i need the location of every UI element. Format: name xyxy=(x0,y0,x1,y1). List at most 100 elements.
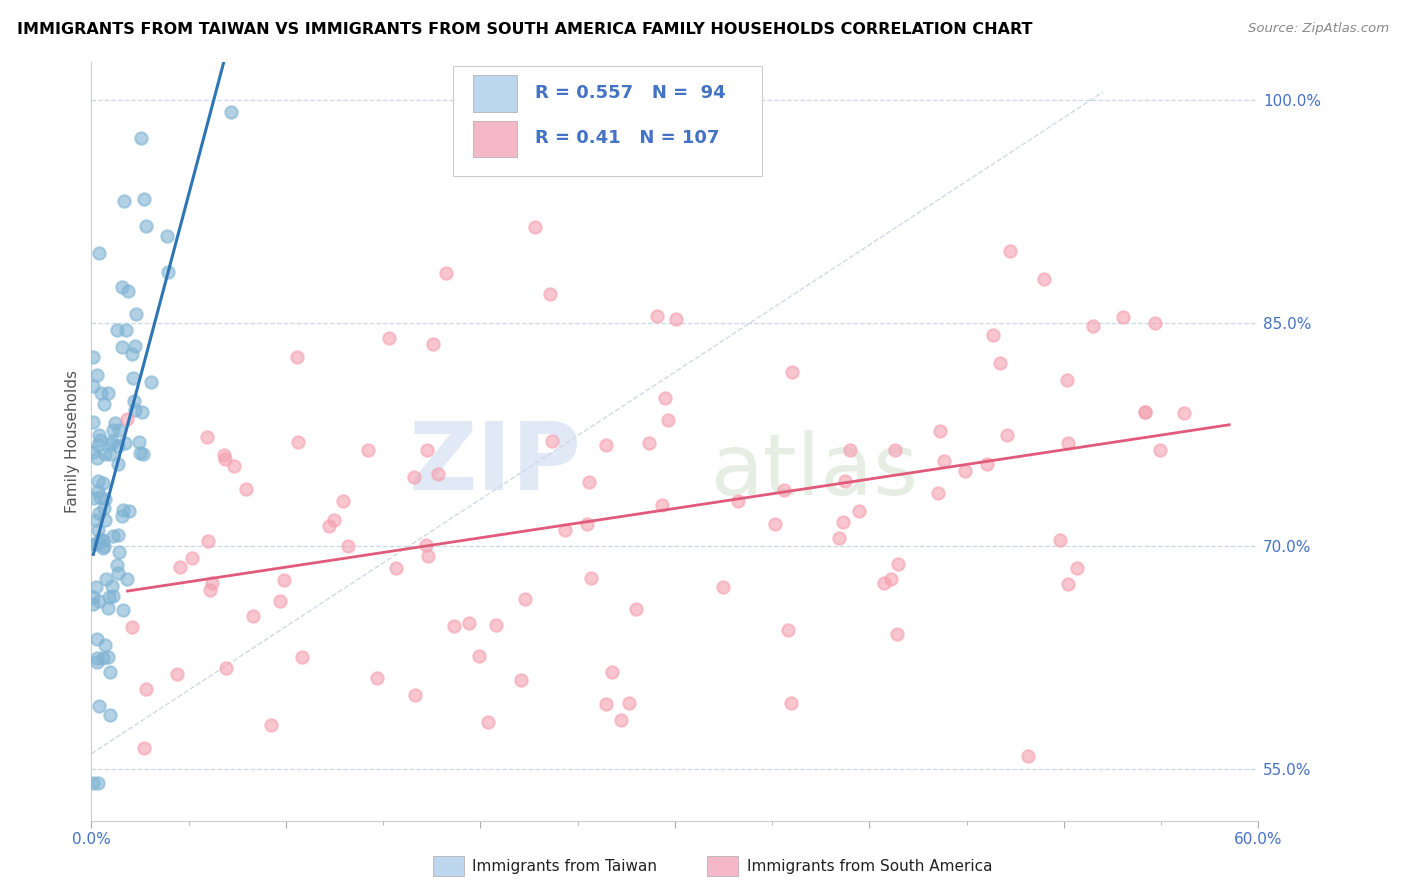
Point xyxy=(86,450,108,465)
Point xyxy=(112,194,135,209)
Point xyxy=(873,576,896,591)
Point xyxy=(578,475,600,490)
Point xyxy=(848,504,870,518)
Point xyxy=(828,532,851,546)
FancyBboxPatch shape xyxy=(453,66,762,177)
Point xyxy=(97,600,120,615)
Point xyxy=(107,439,129,453)
Point xyxy=(93,501,115,516)
Point xyxy=(318,518,340,533)
Point xyxy=(269,594,291,608)
Point xyxy=(995,427,1018,442)
Point xyxy=(1135,405,1157,419)
Point xyxy=(929,424,952,438)
Point xyxy=(89,532,111,546)
Point xyxy=(166,666,188,681)
Point xyxy=(638,435,661,450)
Point xyxy=(89,245,111,260)
Point xyxy=(1173,406,1195,420)
Point xyxy=(98,447,121,461)
Point xyxy=(82,351,104,365)
Text: Immigrants from South America: Immigrants from South America xyxy=(747,859,993,873)
Point xyxy=(554,524,576,538)
FancyBboxPatch shape xyxy=(472,75,517,112)
Point xyxy=(215,660,238,674)
Point xyxy=(98,707,121,722)
Point xyxy=(1135,405,1157,419)
Point xyxy=(94,513,117,527)
Point xyxy=(202,829,225,843)
Point xyxy=(291,649,314,664)
Point xyxy=(82,415,104,429)
Point xyxy=(86,655,108,669)
Point xyxy=(156,228,179,243)
Point xyxy=(132,192,155,206)
Point xyxy=(1083,318,1105,333)
Point xyxy=(763,516,786,531)
Point xyxy=(197,533,219,548)
Point xyxy=(83,537,105,551)
Point xyxy=(477,715,499,730)
Point xyxy=(82,444,104,458)
Point xyxy=(84,513,107,527)
Point xyxy=(776,624,799,638)
Point xyxy=(101,423,124,437)
Point xyxy=(273,573,295,587)
Point xyxy=(84,537,107,551)
Point xyxy=(485,617,508,632)
Point xyxy=(124,402,146,417)
Point xyxy=(651,498,673,512)
Point xyxy=(135,682,157,697)
Point xyxy=(101,529,124,543)
Point xyxy=(86,368,108,382)
Point xyxy=(86,651,108,665)
Point xyxy=(100,437,122,451)
Point xyxy=(101,434,124,449)
FancyBboxPatch shape xyxy=(472,120,517,157)
Point xyxy=(117,412,139,426)
Point xyxy=(657,413,679,427)
Point xyxy=(87,483,110,498)
Point xyxy=(1143,316,1166,330)
Point xyxy=(91,651,114,665)
Y-axis label: Family Households: Family Households xyxy=(65,370,80,513)
Point xyxy=(87,776,110,790)
Point xyxy=(932,454,955,468)
Point xyxy=(117,285,139,299)
Point xyxy=(887,557,910,571)
Point xyxy=(221,104,243,119)
Point xyxy=(98,665,121,680)
Point xyxy=(595,438,617,452)
Point xyxy=(357,443,380,458)
Point xyxy=(609,713,631,727)
Point xyxy=(513,591,536,606)
Point xyxy=(115,573,138,587)
Point xyxy=(581,571,603,585)
Point xyxy=(94,638,117,652)
Text: Source: ZipAtlas.com: Source: ZipAtlas.com xyxy=(1249,22,1389,36)
Point xyxy=(886,627,908,641)
Point xyxy=(322,513,344,527)
Point xyxy=(509,673,531,688)
Point xyxy=(1000,244,1022,258)
Point xyxy=(87,523,110,537)
Point xyxy=(576,517,599,532)
Point xyxy=(129,131,152,145)
Point xyxy=(97,590,120,604)
Point xyxy=(94,447,117,461)
Point xyxy=(89,427,111,442)
Point xyxy=(111,508,134,523)
Text: Immigrants from Taiwan: Immigrants from Taiwan xyxy=(472,859,658,873)
Point xyxy=(91,541,114,555)
Point xyxy=(131,405,153,419)
Point xyxy=(89,698,111,713)
Point xyxy=(880,572,903,586)
Point xyxy=(107,457,129,471)
Point xyxy=(538,287,561,301)
Point xyxy=(1057,577,1080,591)
Point xyxy=(619,696,641,710)
Point xyxy=(378,331,401,345)
Point xyxy=(114,322,136,336)
Point xyxy=(404,469,426,483)
Point xyxy=(427,467,450,481)
